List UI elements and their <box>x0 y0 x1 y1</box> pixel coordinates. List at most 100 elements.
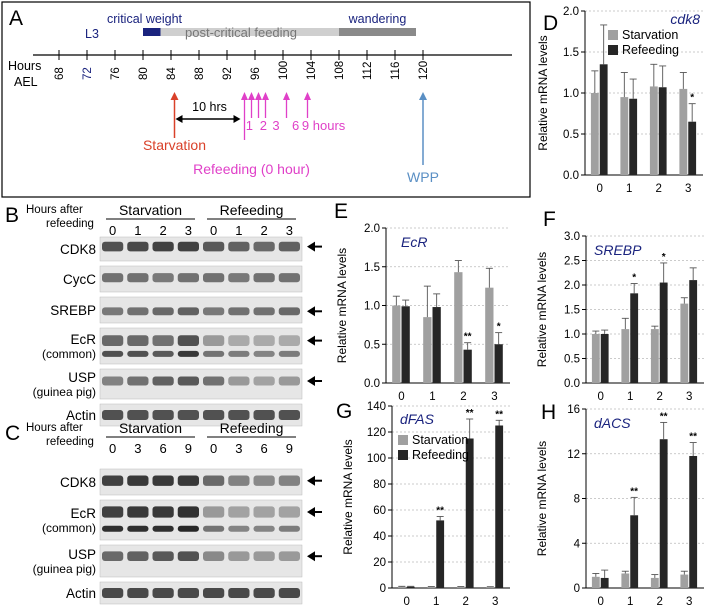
panel-label: E <box>334 200 348 223</box>
x-tick-label: 3 <box>491 391 497 403</box>
band-indicator-arrowhead <box>307 507 315 517</box>
blot-band <box>278 273 300 283</box>
blot-band <box>152 241 174 252</box>
timeline-tick-label: 72 <box>82 67 94 80</box>
stage-label-l3: L3 <box>85 27 99 41</box>
blot-row-usp <box>99 368 303 400</box>
blot-band <box>177 307 199 316</box>
blot-band <box>152 335 174 346</box>
blot-band <box>102 410 124 420</box>
refeed-mark-label: 3 <box>272 118 279 133</box>
bar-refeeding <box>494 344 503 383</box>
y-tick-label: 2.5 <box>564 256 580 268</box>
y-tick-label: 16 <box>567 404 580 416</box>
bar-starvation <box>649 86 658 175</box>
panel-b-western-blot: B Hours after refeeding Starvation Refeeding… <box>5 202 322 427</box>
bar-starvation <box>397 586 406 588</box>
bar-starvation <box>591 576 600 588</box>
chart-title: EcR <box>401 234 427 250</box>
y-tick-label: 100 <box>367 453 386 465</box>
refeed-arrowhead <box>248 92 255 100</box>
blot-band <box>278 241 300 252</box>
blot-band <box>228 241 250 252</box>
bar-refeeding <box>659 282 668 383</box>
blot-band <box>253 273 275 283</box>
blot-row-cdk8 <box>99 468 303 496</box>
lane-label: 0 <box>109 441 116 456</box>
blot-row-label: CDK8 <box>60 475 96 490</box>
blot-row-cdk8 <box>99 236 303 262</box>
wpp-arrowhead <box>419 92 427 100</box>
blot-row-label: CycC <box>63 272 96 287</box>
panel-label-a: A <box>9 7 23 30</box>
blot-row-ecr <box>99 327 303 365</box>
blot-band <box>152 350 174 357</box>
blot-row-sublabel: (common) <box>42 347 96 361</box>
blot-band <box>203 376 225 386</box>
blot-row-label: USP <box>68 370 96 385</box>
blot-band <box>228 588 250 598</box>
legend-label: Refeeding <box>622 43 679 57</box>
y-tick-label: 80 <box>373 479 386 491</box>
bar-refeeding <box>630 515 639 588</box>
timeline-tick-label: 76 <box>110 67 122 80</box>
wpp-label: WPP <box>407 169 439 185</box>
axis-title-ael: AEL <box>14 75 38 89</box>
blot-band <box>278 551 300 561</box>
blot-row-label: CDK8 <box>60 242 96 257</box>
bar-refeeding <box>689 280 698 383</box>
panel-label: B <box>5 204 19 227</box>
refeeding-sub-label: refeeding <box>46 218 94 230</box>
blot-membrane <box>99 403 303 427</box>
legend-label: Refeeding <box>412 448 469 462</box>
band-indicator-arrowhead <box>307 335 315 346</box>
blot-band <box>203 350 225 357</box>
blot-band <box>177 551 199 561</box>
blot-band <box>203 525 225 532</box>
lane-label: 0 <box>109 223 116 238</box>
timeline-tick-label: 80 <box>138 67 150 80</box>
bar-starvation <box>423 317 432 383</box>
bar-starvation <box>650 577 659 588</box>
blot-band <box>102 588 124 598</box>
blot-band <box>102 475 124 486</box>
bar-starvation <box>621 329 630 383</box>
x-tick-label: 3 <box>686 391 692 403</box>
blot-band <box>152 273 174 283</box>
lane-label: 6 <box>261 441 268 456</box>
blot-row-usp <box>99 544 303 578</box>
bar-refeeding <box>436 520 445 588</box>
blot-membrane <box>99 499 303 541</box>
blot-band <box>253 410 275 420</box>
lane-label: 3 <box>134 441 141 456</box>
blot-band <box>253 335 275 346</box>
blot-band <box>127 350 149 357</box>
y-tick-label: 60 <box>373 505 386 517</box>
interval-arrowhead-right <box>233 115 241 123</box>
y-axis-title: Relative mRNA levels <box>335 248 349 363</box>
significance-mark: * <box>690 93 694 104</box>
blot-row-label: EcR <box>70 506 96 521</box>
blot-band <box>177 588 199 598</box>
blot-row-label: USP <box>68 547 96 562</box>
group-header: Starvation <box>119 202 182 218</box>
blot-band <box>228 410 250 420</box>
y-tick-label: 1.5 <box>563 47 579 59</box>
x-tick-label: 2 <box>656 183 662 195</box>
x-tick-label: 1 <box>627 596 633 608</box>
axis-title-hours: Hours <box>8 59 41 73</box>
blot-band <box>253 525 275 532</box>
timeline-tick-label: 92 <box>222 67 234 80</box>
refeed-mark-label: 2 <box>260 118 267 133</box>
y-tick-label: 0.0 <box>364 378 380 390</box>
lane-label: 2 <box>160 223 167 238</box>
band-indicator-arrowhead <box>307 306 315 317</box>
panel-d-cdk8-chart: D 0.0 0.5 1.0 1.5 2.0 Relative mRNA levels 0 1 2 3… <box>536 6 703 195</box>
bar-refeeding <box>600 577 609 588</box>
significance-mark: ** <box>495 409 503 420</box>
blot-band <box>102 350 124 357</box>
timeline-tick-label: 108 <box>334 61 346 80</box>
y-axis-title: Relative mRNA levels <box>535 441 549 556</box>
